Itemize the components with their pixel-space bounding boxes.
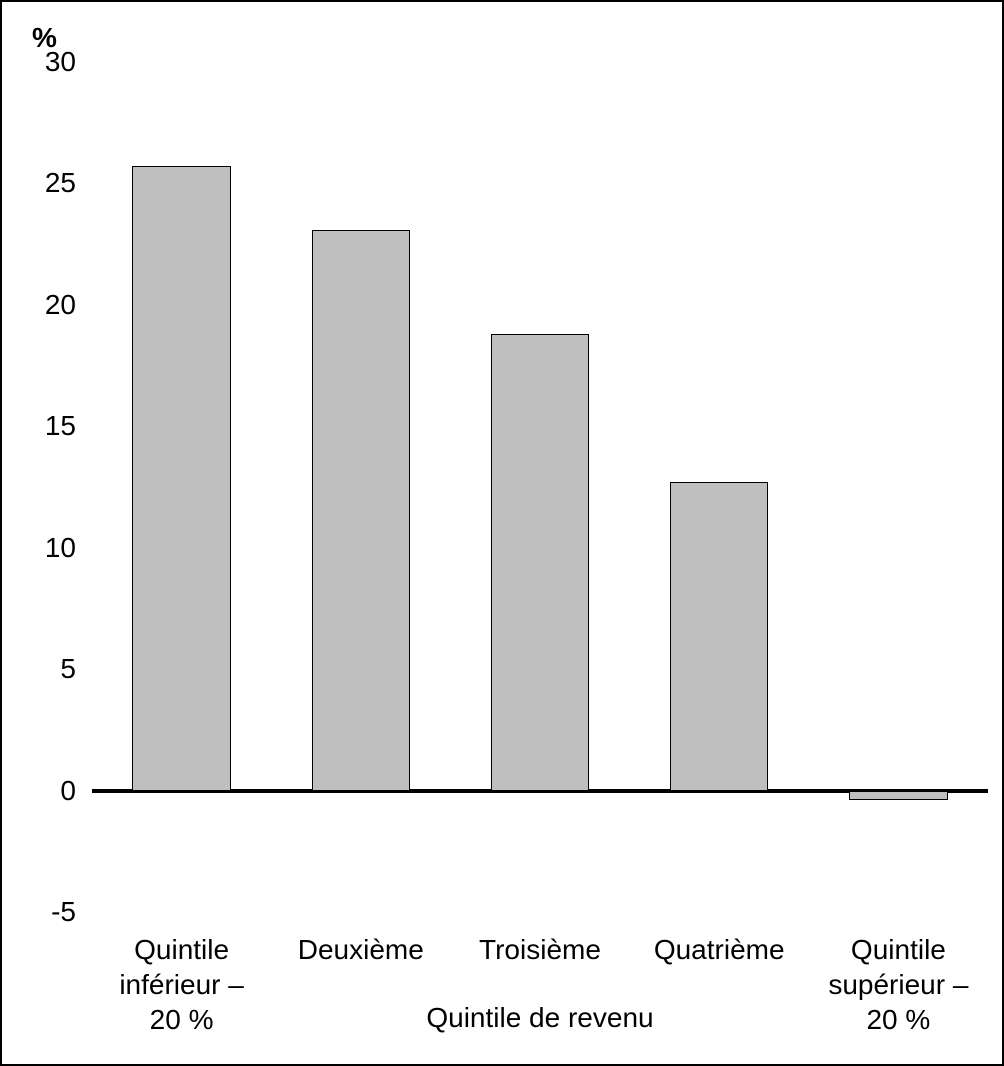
y-tick-label: 20: [16, 289, 76, 321]
bar: [132, 166, 231, 790]
y-tick-label: 5: [16, 653, 76, 685]
bar: [491, 334, 590, 791]
y-tick-label: 0: [16, 775, 76, 807]
x-tick-label: Troisième: [450, 932, 629, 967]
x-axis-title: Quintile de revenu: [271, 1002, 809, 1034]
y-tick-label: -5: [16, 896, 76, 928]
bar: [670, 482, 769, 790]
y-tick-label: 25: [16, 167, 76, 199]
bar: [849, 791, 948, 801]
y-tick-label: 15: [16, 410, 76, 442]
x-tick-label: Quatrième: [630, 932, 809, 967]
y-tick-label: 30: [16, 46, 76, 78]
x-tick-label: Deuxième: [271, 932, 450, 967]
x-tick-label: Quintile inférieur – 20 %: [92, 932, 271, 1037]
chart-container: % Quintile de revenu -5051015202530Quint…: [0, 0, 1004, 1066]
x-tick-label: Quintile supérieur – 20 %: [809, 932, 988, 1037]
bar: [312, 230, 411, 791]
y-tick-label: 10: [16, 532, 76, 564]
